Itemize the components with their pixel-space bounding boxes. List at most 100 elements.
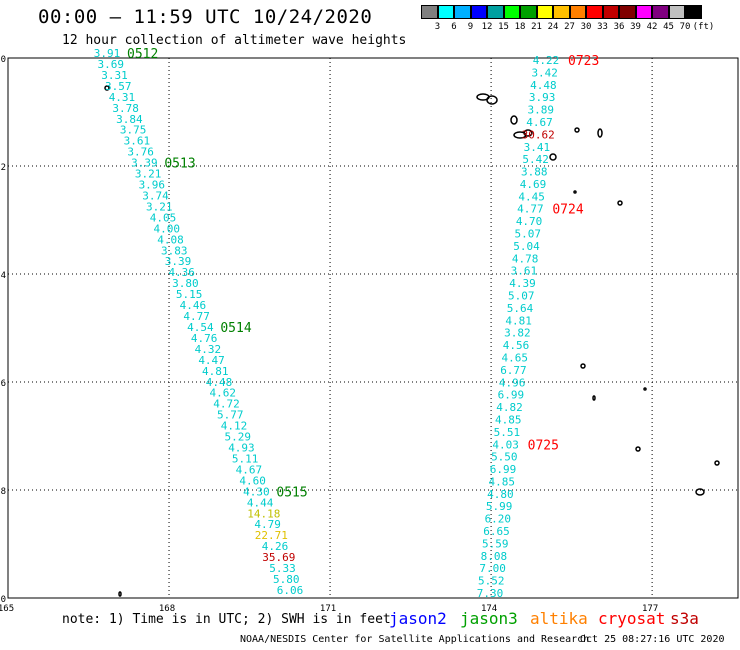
- track-east-value-26: 4.96: [499, 376, 526, 389]
- track-east-value-15: 5.04: [513, 240, 540, 253]
- track-west-value-2: 3.31: [101, 69, 128, 82]
- track-west-value-16: 4.00: [154, 222, 181, 235]
- legend-swatch-9: [569, 5, 586, 19]
- island-outline-14: [714, 460, 720, 466]
- track-west-value-22: 5.15: [176, 288, 203, 301]
- track-east-value-0: 4.22: [533, 54, 560, 67]
- track-west-value-32: 4.72: [213, 398, 240, 411]
- island-outline-1: [486, 95, 498, 105]
- island-outline-9: [573, 190, 577, 194]
- legend-label-4: 15: [498, 22, 509, 32]
- track-west-value-30: 4.48: [206, 376, 233, 389]
- island-outline-16: [104, 85, 110, 91]
- track-west-value-14: 3.21: [146, 200, 173, 213]
- y-tick-label-4: -8: [0, 487, 6, 497]
- track-west-value-25: 4.54: [187, 321, 214, 334]
- legend-swatch-12: [619, 5, 636, 19]
- legend-label-3: 12: [481, 22, 493, 32]
- track-east-value-2: 4.48: [530, 79, 557, 92]
- satellite-altika: altika: [530, 609, 588, 628]
- track-west-value-34: 4.12: [221, 420, 248, 433]
- track-east-time-label-0: 0723: [568, 54, 599, 69]
- track-west-time-label-3: 0515: [276, 485, 307, 500]
- track-east-value-8: 5.42: [522, 153, 549, 166]
- legend-swatch-3: [470, 5, 487, 19]
- track-west-value-49: 6.06: [277, 584, 304, 597]
- track-east-value-16: 4.78: [512, 252, 539, 265]
- legend-swatch-13: [635, 5, 652, 19]
- track-west-value-47: 5.33: [269, 562, 296, 575]
- track-east-value-42: 5.52: [478, 575, 505, 588]
- legend-swatch-8: [553, 5, 570, 19]
- track-west-value-18: 3.83: [161, 244, 188, 257]
- track-west-value-28: 4.47: [198, 354, 225, 367]
- track-west-value-48: 5.80: [273, 573, 300, 586]
- x-tick-label-3: 174: [481, 604, 497, 614]
- track-east-value-35: 4.80: [487, 488, 514, 501]
- island-outline-8: [617, 200, 623, 206]
- legend-label-5: 18: [514, 22, 526, 32]
- track-east-value-36: 5.99: [486, 500, 513, 513]
- track-east-value-19: 5.07: [508, 290, 535, 303]
- track-east-value-7: 3.41: [524, 141, 551, 154]
- legend-swatch-11: [602, 5, 619, 19]
- track-west-value-37: 5.11: [232, 452, 259, 465]
- track-west-time-label-2: 0514: [220, 321, 251, 336]
- legend-swatch-6: [520, 5, 537, 19]
- legend-label-8: 27: [564, 22, 575, 32]
- legend-swatch-10: [586, 5, 603, 19]
- track-west-value-40: 4.30: [243, 485, 270, 498]
- y-tick-label-2: -4: [0, 271, 6, 281]
- track-east-value-18: 4.39: [509, 277, 536, 290]
- track-west-value-9: 3.76: [127, 146, 154, 159]
- generated-timestamp: Oct 25 08:27:16 UTC 2020: [580, 634, 725, 645]
- legend-label-2: 9: [467, 22, 474, 32]
- track-east-value-33: 6.99: [490, 463, 517, 476]
- track-west-value-42: 14.18: [247, 507, 280, 520]
- track-east-value-40: 8.08: [481, 550, 508, 563]
- track-west-value-27: 4.32: [195, 343, 222, 356]
- track-east-value-22: 3.82: [504, 327, 531, 340]
- chart-title: 00:00 – 11:59 UTC 10/24/2020: [38, 6, 373, 28]
- track-west-value-10: 3.39: [131, 157, 158, 170]
- track-west-time-label-0: 0512: [127, 47, 158, 62]
- track-east-value-11: 4.45: [518, 190, 545, 203]
- track-east-value-39: 5.59: [482, 537, 509, 550]
- island-outline-17: [118, 591, 122, 597]
- track-east-value-23: 4.56: [503, 339, 530, 352]
- track-west-value-45: 4.26: [262, 540, 289, 553]
- legend-swatch-5: [503, 5, 520, 19]
- satellite-jason3: jason3: [460, 609, 518, 628]
- island-outline-11: [643, 387, 647, 391]
- track-east-value-32: 5.50: [491, 451, 518, 464]
- track-west-value-19: 3.39: [165, 255, 192, 268]
- track-east-value-37: 6.20: [485, 513, 512, 526]
- track-east-value-38: 6.65: [483, 525, 510, 538]
- track-west-value-12: 3.96: [139, 179, 166, 192]
- track-west-value-43: 4.79: [254, 518, 281, 531]
- x-tick-label-4: 177: [642, 604, 658, 614]
- legend-swatch-14: [652, 5, 669, 19]
- satellite-cryosat: cryosat: [598, 609, 666, 628]
- track-east-value-25: 6.77: [500, 364, 527, 377]
- track-east-value-13: 4.70: [516, 215, 543, 228]
- island-outline-6: [574, 127, 580, 133]
- legend-swatches: [421, 5, 740, 19]
- island-outline-5: [549, 153, 557, 161]
- island-outline-13: [635, 446, 641, 452]
- track-west-value-6: 3.84: [116, 113, 143, 126]
- track-west-time-label-1: 0513: [164, 157, 195, 172]
- legend-label-14: 45: [663, 22, 674, 32]
- legend-label-10: 33: [597, 22, 608, 32]
- y-tick-label-0: 0: [1, 55, 6, 65]
- track-east-value-27: 6.99: [498, 389, 525, 402]
- island-outline-12: [592, 395, 596, 401]
- chart-subtitle: 12 hour collection of altimeter wave hei…: [62, 33, 407, 48]
- legend-swatch-4: [487, 5, 504, 19]
- satellite-s3a: s3a: [670, 609, 699, 628]
- legend-label-16: (ft): [692, 22, 715, 32]
- track-east-value-31: 4.03: [492, 438, 519, 451]
- legend-label-6: 21: [531, 22, 542, 32]
- credit-line: NOAA/NESDIS Center for Satellite Applica…: [240, 634, 590, 645]
